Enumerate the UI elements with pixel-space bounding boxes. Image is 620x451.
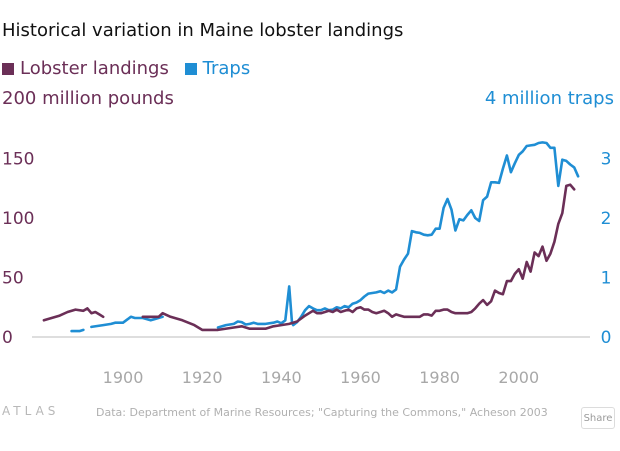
x-tick-label-1900: 1900 [103, 368, 144, 387]
left-axis-label: 200 million pounds [2, 88, 174, 109]
chart-title: Historical variation in Maine lobster la… [2, 20, 404, 41]
x-tick-label-2000: 2000 [498, 368, 539, 387]
right-tick-label-2: 2 [601, 209, 612, 229]
left-tick-label-150: 150 [2, 150, 34, 170]
legend-item-lobster: Lobster landings [2, 58, 169, 79]
right-tick-label-3: 3 [601, 150, 612, 170]
source-note: Data: Department of Marine Resources; "C… [96, 406, 548, 419]
legend-swatch-lobster [2, 62, 14, 75]
legend-item-traps: Traps [184, 58, 251, 79]
series-line-lobster-landings [42, 183, 576, 332]
legend: Lobster landings Traps [2, 58, 260, 80]
legend-label-lobster: Lobster landings [20, 58, 169, 79]
x-tick-label-1960: 1960 [340, 368, 381, 387]
right-tick-label-0: 0 [601, 328, 612, 348]
series-line-traps [70, 141, 580, 333]
legend-label-traps: Traps [202, 58, 251, 79]
left-tick-label-50: 50 [2, 269, 24, 289]
x-tick-label-1980: 1980 [419, 368, 460, 387]
legend-swatch-traps [184, 62, 197, 75]
right-axis-label: 4 million traps [484, 88, 614, 109]
atlas-logo: ATLAS [2, 404, 60, 418]
x-tick-label-1940: 1940 [261, 368, 302, 387]
right-tick-label-1: 1 [601, 269, 612, 289]
share-button[interactable]: Share [581, 407, 615, 429]
x-tick-label-1920: 1920 [182, 368, 223, 387]
left-tick-label-100: 100 [2, 209, 34, 229]
left-tick-label-0: 0 [2, 328, 13, 348]
